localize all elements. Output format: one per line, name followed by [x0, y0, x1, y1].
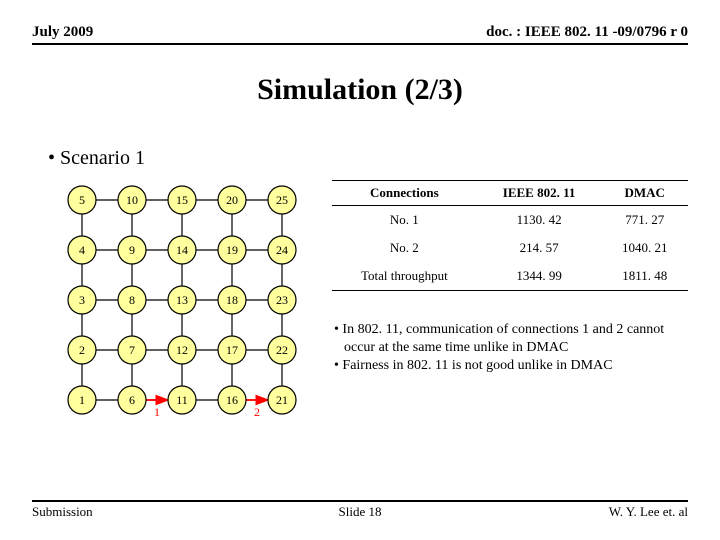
svg-text:21: 21 [276, 393, 288, 407]
footer-right: W. Y. Lee et. al [609, 504, 688, 520]
svg-text:20: 20 [226, 193, 238, 207]
svg-text:23: 23 [276, 293, 288, 307]
table-cell: No. 1 [332, 206, 477, 235]
svg-text:5: 5 [79, 193, 85, 207]
table-header-cell: Connections [332, 181, 477, 206]
svg-text:24: 24 [276, 243, 288, 257]
table-cell: 1811. 48 [601, 262, 688, 291]
svg-text:2: 2 [254, 405, 260, 419]
grid-svg: 1251015202549141924381318232712172216111… [62, 180, 322, 430]
table-row: Total throughput1344. 991811. 48 [332, 262, 688, 291]
svg-text:11: 11 [176, 393, 188, 407]
scenario-label: Scenario 1 [60, 147, 145, 169]
table-cell: 1040. 21 [601, 234, 688, 262]
table-header-cell: IEEE 802. 11 [477, 181, 602, 206]
svg-text:18: 18 [226, 293, 238, 307]
footer-slide-number: Slide 18 [339, 504, 382, 520]
slide-footer: Submission Slide 18 W. Y. Lee et. al [32, 500, 688, 520]
svg-text:3: 3 [79, 293, 85, 307]
table-cell: 214. 57 [477, 234, 602, 262]
slide-title: Simulation (2/3) [32, 73, 688, 107]
bullet-list: • In 802. 11, communication of connectio… [332, 321, 688, 376]
svg-text:13: 13 [176, 293, 188, 307]
slide-header: July 2009 doc. : IEEE 802. 11 -09/0796 r… [32, 24, 688, 45]
footer-left: Submission [32, 504, 93, 520]
svg-text:15: 15 [176, 193, 188, 207]
table-cell: Total throughput [332, 262, 477, 291]
header-date: July 2009 [32, 24, 93, 41]
svg-text:12: 12 [176, 343, 188, 357]
node-grid-diagram: 1251015202549141924381318232712172216111… [62, 180, 322, 430]
bullet-item: • In 802. 11, communication of connectio… [332, 321, 688, 357]
svg-text:1: 1 [154, 405, 160, 419]
results-table: ConnectionsIEEE 802. 11DMAC No. 11130. 4… [332, 180, 688, 291]
table-cell: 1130. 42 [477, 206, 602, 235]
svg-text:10: 10 [126, 193, 138, 207]
bullet-item: • Fairness in 802. 11 is not good unlike… [332, 357, 688, 375]
svg-text:8: 8 [129, 293, 135, 307]
right-column: ConnectionsIEEE 802. 11DMAC No. 11130. 4… [332, 180, 688, 376]
svg-text:6: 6 [129, 393, 135, 407]
table-cell: 771. 27 [601, 206, 688, 235]
header-docid: doc. : IEEE 802. 11 -09/0796 r 0 [486, 24, 688, 41]
table-cell: 1344. 99 [477, 262, 602, 291]
table-row: No. 2214. 571040. 21 [332, 234, 688, 262]
svg-text:17: 17 [226, 343, 238, 357]
svg-text:19: 19 [226, 243, 238, 257]
table-row: No. 11130. 42771. 27 [332, 206, 688, 235]
svg-text:7: 7 [129, 343, 135, 357]
table-cell: No. 2 [332, 234, 477, 262]
content-row: 1251015202549141924381318232712172216111… [32, 180, 688, 430]
svg-text:22: 22 [276, 343, 288, 357]
svg-text:25: 25 [276, 193, 288, 207]
svg-text:4: 4 [79, 243, 85, 257]
scenario-heading: • Scenario 1 [48, 147, 688, 170]
svg-text:9: 9 [129, 243, 135, 257]
svg-text:14: 14 [176, 243, 188, 257]
table-header-cell: DMAC [601, 181, 688, 206]
svg-text:1: 1 [79, 393, 85, 407]
svg-text:16: 16 [226, 393, 238, 407]
svg-text:2: 2 [79, 343, 85, 357]
